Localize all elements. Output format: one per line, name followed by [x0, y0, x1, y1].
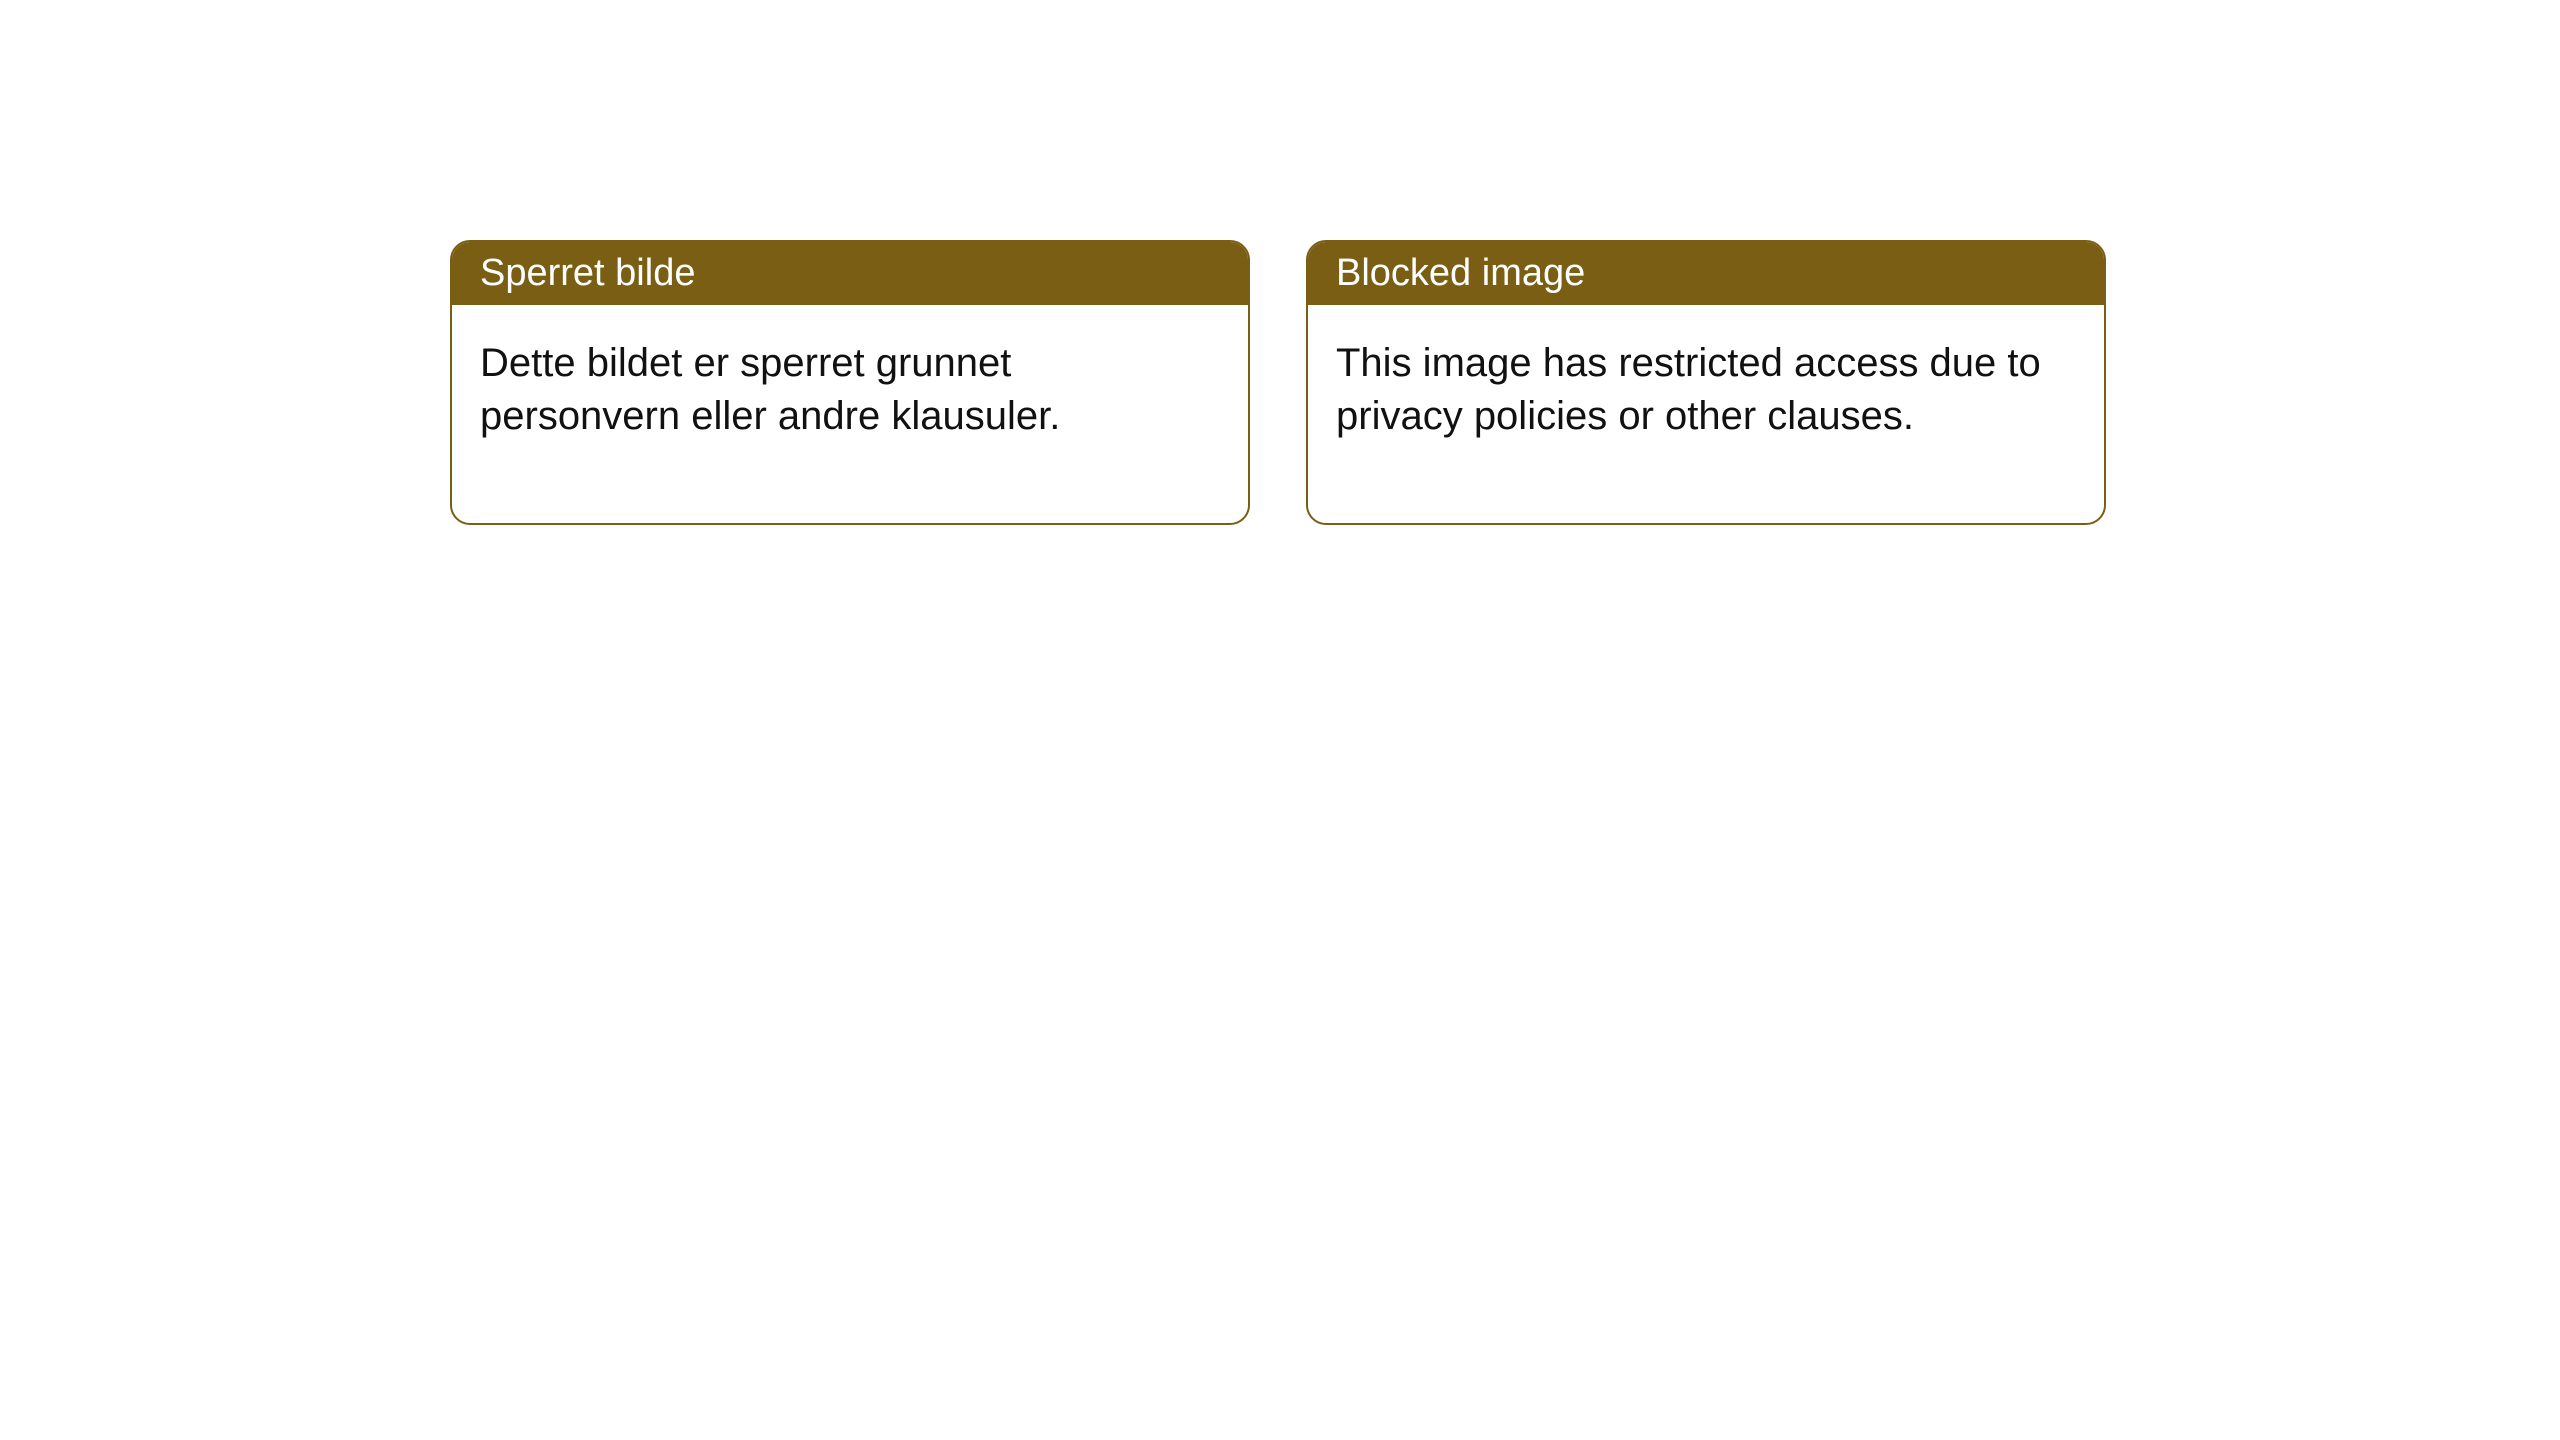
notice-body-norwegian: Dette bildet er sperret grunnet personve… — [452, 305, 1248, 523]
notice-text-english: This image has restricted access due to … — [1336, 341, 2041, 438]
notice-container: Sperret bilde Dette bildet er sperret gr… — [450, 240, 2106, 525]
notice-title-english: Blocked image — [1336, 252, 1585, 294]
notice-body-english: This image has restricted access due to … — [1308, 305, 2104, 523]
notice-header-english: Blocked image — [1308, 242, 2104, 305]
notice-title-norwegian: Sperret bilde — [480, 252, 695, 294]
notice-header-norwegian: Sperret bilde — [452, 242, 1248, 305]
notice-box-english: Blocked image This image has restricted … — [1306, 240, 2106, 525]
notice-box-norwegian: Sperret bilde Dette bildet er sperret gr… — [450, 240, 1250, 525]
notice-text-norwegian: Dette bildet er sperret grunnet personve… — [480, 341, 1060, 438]
